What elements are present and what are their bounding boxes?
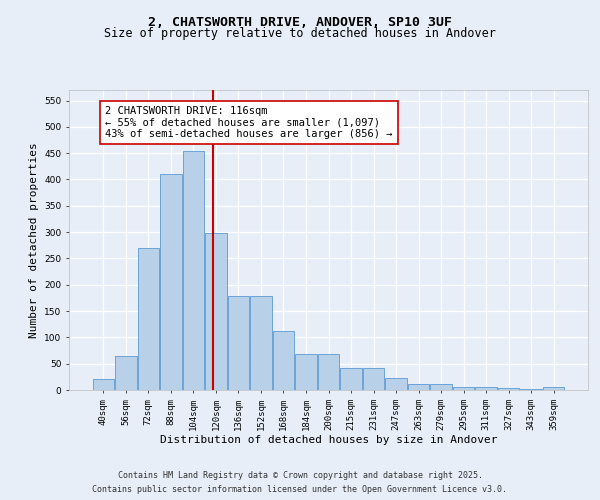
Bar bbox=[520, 389, 542, 390]
Bar bbox=[453, 387, 475, 390]
Text: 2 CHATSWORTH DRIVE: 116sqm
← 55% of detached houses are smaller (1,097)
43% of s: 2 CHATSWORTH DRIVE: 116sqm ← 55% of deta… bbox=[105, 106, 392, 139]
Bar bbox=[92, 380, 114, 390]
Bar bbox=[498, 388, 520, 390]
Bar bbox=[205, 233, 227, 390]
Text: Contains public sector information licensed under the Open Government Licence v3: Contains public sector information licen… bbox=[92, 484, 508, 494]
Bar bbox=[318, 354, 339, 390]
Text: 2, CHATSWORTH DRIVE, ANDOVER, SP10 3UF: 2, CHATSWORTH DRIVE, ANDOVER, SP10 3UF bbox=[148, 16, 452, 29]
Text: Contains HM Land Registry data © Crown copyright and database right 2025.: Contains HM Land Registry data © Crown c… bbox=[118, 472, 482, 480]
Bar bbox=[250, 296, 272, 390]
Bar bbox=[385, 378, 407, 390]
Bar bbox=[475, 388, 497, 390]
Bar bbox=[363, 368, 384, 390]
Bar bbox=[340, 368, 362, 390]
Bar bbox=[408, 384, 429, 390]
Bar bbox=[160, 174, 182, 390]
X-axis label: Distribution of detached houses by size in Andover: Distribution of detached houses by size … bbox=[160, 436, 497, 446]
Bar bbox=[273, 330, 294, 390]
Bar bbox=[543, 388, 565, 390]
Bar bbox=[430, 384, 452, 390]
Bar bbox=[228, 296, 249, 390]
Text: Size of property relative to detached houses in Andover: Size of property relative to detached ho… bbox=[104, 28, 496, 40]
Y-axis label: Number of detached properties: Number of detached properties bbox=[29, 142, 38, 338]
Bar bbox=[182, 150, 204, 390]
Bar bbox=[115, 356, 137, 390]
Bar bbox=[137, 248, 159, 390]
Bar bbox=[295, 354, 317, 390]
